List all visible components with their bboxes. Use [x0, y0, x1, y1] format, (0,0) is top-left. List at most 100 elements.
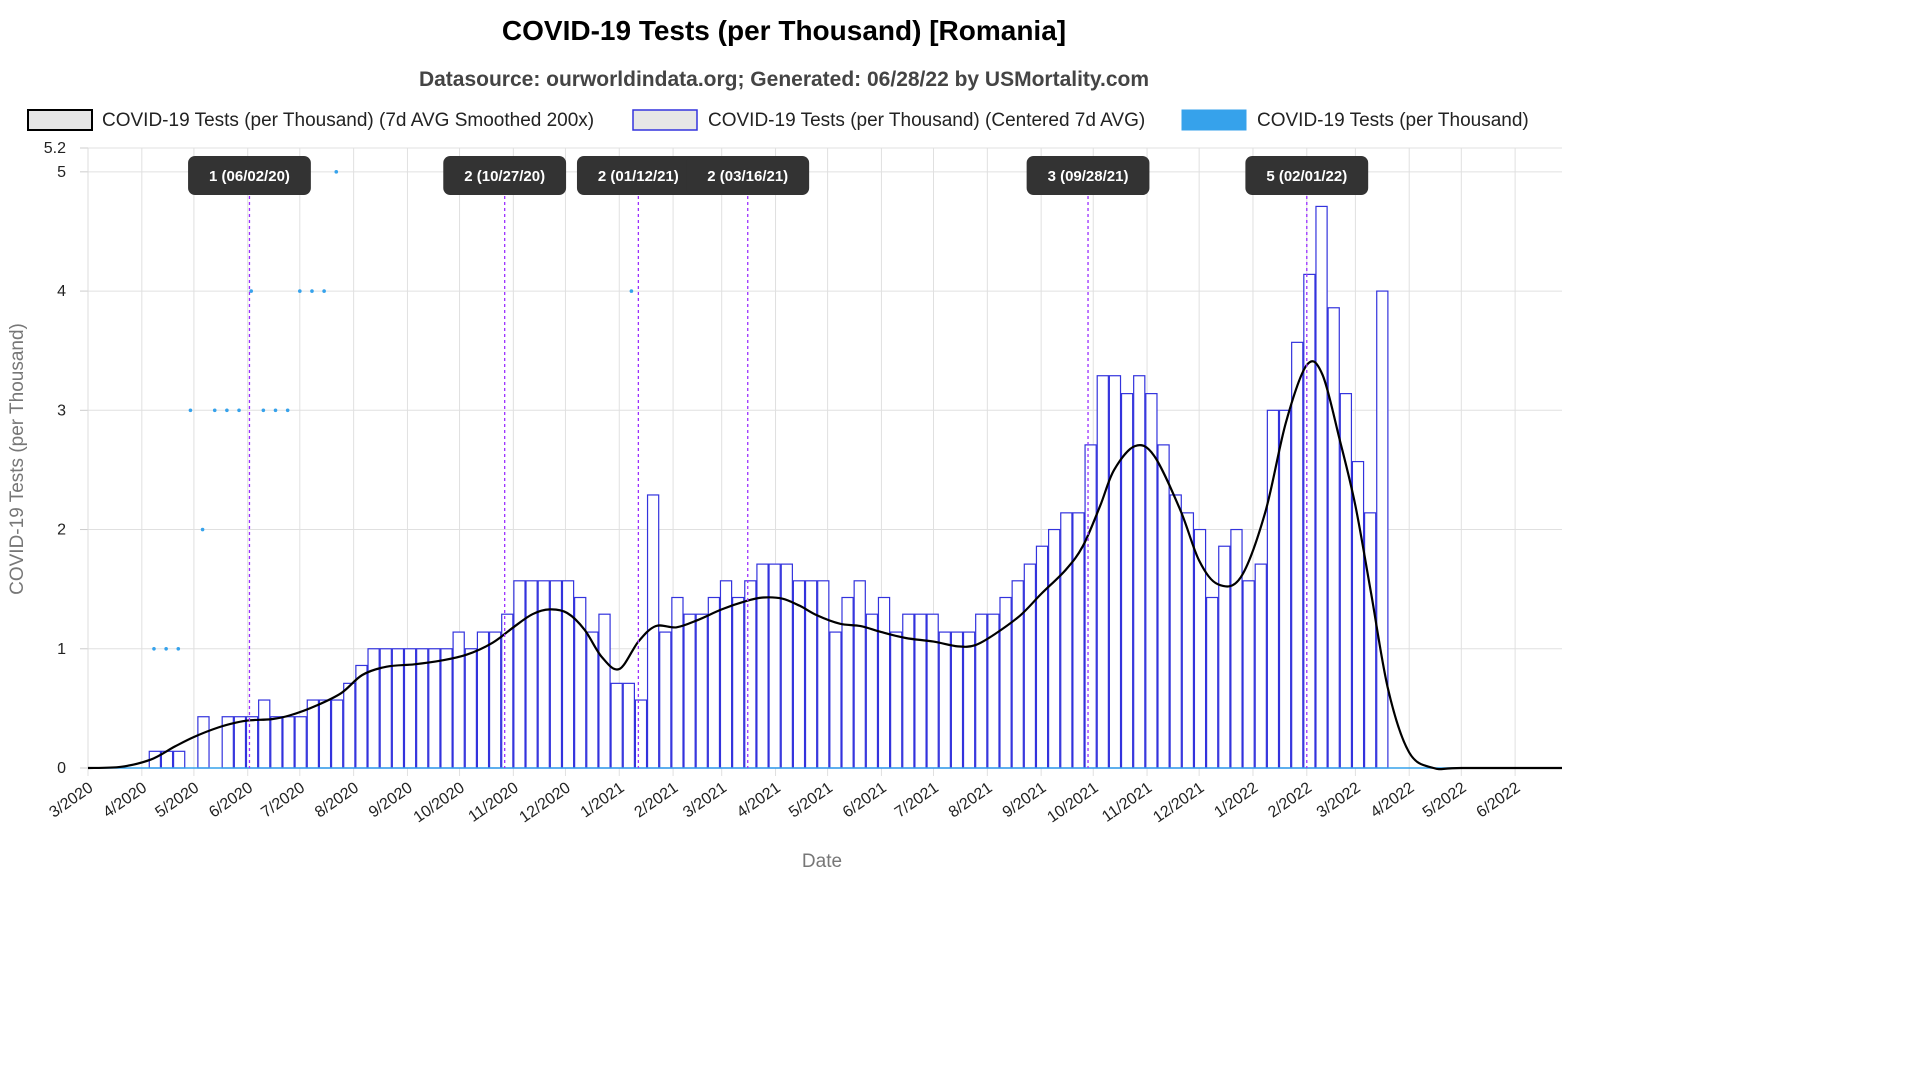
centered-avg-bar [1084, 444, 1097, 769]
centered-avg-bars [148, 205, 1389, 769]
centered-avg-bar [270, 716, 283, 769]
annotation-label: 5 (02/01/22) [1266, 168, 1347, 185]
centered-avg-bar [233, 716, 247, 769]
x-tick-label: 10/2021 [1044, 779, 1101, 826]
y-tick-label: 5.2 [44, 140, 66, 157]
legend-label-centered: COVID-19 Tests (per Thousand) (Centered … [708, 110, 1145, 131]
centered-avg-bar [416, 648, 429, 769]
centered-avg-bar [1181, 512, 1195, 769]
centered-avg-bar [792, 580, 806, 769]
centered-avg-bar [172, 750, 186, 769]
centered-avg-bar [695, 613, 708, 769]
annotations: 1 (06/02/20) 2 (10/27/20) 2 (01/12/21) 2 (0… [188, 156, 1369, 768]
centered-avg-bar [1011, 580, 1024, 769]
centered-avg-bar [440, 648, 453, 769]
legend-label-smoothed: COVID-19 Tests (per Thousand) (7d AVG Sm… [102, 110, 594, 131]
centered-avg-bar [707, 596, 721, 769]
raw-data-point [261, 408, 266, 413]
centered-avg-bar [1205, 596, 1219, 769]
raw-data-point [629, 289, 634, 293]
centered-avg-bar [1242, 580, 1255, 769]
x-tick-label: 9/2021 [1000, 779, 1050, 821]
raw-data-point [200, 527, 205, 532]
x-tick-label: 12/2021 [1150, 779, 1207, 826]
x-tick-label: 3/2020 [46, 779, 96, 821]
centered-avg-bar [1133, 375, 1146, 769]
centered-avg-bar [622, 682, 635, 769]
centered-avg-bar [817, 580, 830, 769]
x-tick-label: 8/2020 [312, 779, 362, 821]
centered-avg-bar [282, 716, 295, 769]
centered-avg-bar [962, 631, 976, 769]
annotation-label: 2 (10/27/20) [464, 168, 545, 185]
centered-avg-bar [1169, 494, 1182, 769]
legend-swatch-smoothed [27, 109, 93, 131]
centered-avg-bar [610, 682, 623, 769]
raw-data-point [249, 289, 253, 293]
x-tick-label: 7/2020 [258, 779, 308, 821]
centered-avg-bar [671, 596, 684, 769]
y-tick-label: 1 [57, 641, 66, 658]
centered-avg-bar [890, 631, 903, 769]
x-tick-label: 3/2021 [680, 779, 730, 821]
centered-avg-bar [744, 580, 757, 769]
x-tick-label: 6/2022 [1474, 779, 1524, 821]
centered-avg-bar [975, 613, 988, 769]
centered-avg-bar [938, 631, 951, 769]
centered-avg-bar [1023, 563, 1037, 769]
raw-data-point [225, 408, 229, 413]
centered-avg-bar [950, 631, 964, 769]
x-axis: 3/2020 4/2020 5/2020 6/2020 7/2020 8/2020 9/20… [46, 767, 1562, 826]
centered-avg-bar [1108, 375, 1122, 769]
centered-avg-bar [1047, 528, 1061, 769]
centered-avg-bar [1230, 528, 1243, 769]
raw-data-point [273, 408, 278, 413]
y-tick-label: 2 [57, 522, 66, 539]
centered-avg-bar [367, 648, 380, 769]
x-axis-title: Date [802, 851, 842, 872]
x-tick-label: 6/2020 [206, 779, 256, 821]
raw-data-point [298, 289, 302, 293]
centered-avg-bar [245, 716, 259, 769]
raw-data-point [237, 408, 241, 413]
legend-item-raw[interactable]: COVID-19 Tests (per Thousand) [1181, 109, 1529, 131]
centered-avg-bar [598, 613, 611, 769]
centered-avg-bar [501, 613, 514, 769]
x-tick-label: 7/2021 [892, 779, 942, 821]
centered-avg-bar [877, 596, 891, 769]
centered-avg-bar [1303, 273, 1316, 769]
y-axis: 0 1 2 3 4 5 5.2 [44, 140, 89, 777]
chart-subtitle: Datasource: ourworldindata.org; Generate… [419, 68, 1149, 91]
legend-item-centered[interactable]: COVID-19 Tests (per Thousand) (Centered … [632, 109, 1145, 131]
centered-avg-bar [343, 682, 356, 769]
x-tick-label: 9/2020 [366, 779, 416, 821]
legend-item-smoothed[interactable]: COVID-19 Tests (per Thousand) (7d AVG Sm… [27, 109, 594, 131]
x-tick-label: 4/2022 [1368, 779, 1418, 821]
smoothed-line-path [87, 360, 1562, 771]
annotation-box [188, 156, 311, 195]
centered-avg-bar [561, 580, 575, 769]
centered-avg-bar [318, 699, 332, 769]
legend: COVID-19 Tests (per Thousand) (7d AVG Sm… [27, 109, 1529, 131]
centered-avg-bar [1157, 444, 1170, 769]
annotation-box [686, 156, 810, 195]
chart-canvas: COVID-19 Tests (per Thousand) [Romania] … [7, 15, 1562, 872]
centered-avg-bar [1351, 460, 1365, 769]
centered-avg-bar [865, 613, 879, 769]
raw-data-point [322, 289, 326, 293]
legend-swatch-centered [632, 109, 698, 131]
centered-avg-bar [1291, 341, 1304, 769]
annotation-label: 2 (01/12/21) [598, 168, 679, 185]
annotation-label: 3 (09/28/21) [1048, 168, 1129, 185]
centered-avg-bar [1193, 528, 1207, 769]
x-tick-label: 1/2022 [1211, 779, 1261, 821]
centered-avg-bar [732, 596, 745, 769]
legend-swatch-raw [1181, 109, 1247, 131]
centered-avg-bar [488, 631, 502, 769]
raw-points [88, 170, 1562, 769]
centered-avg-bar [1315, 205, 1328, 769]
centered-avg-bar [306, 699, 320, 769]
centered-avg-bar [476, 631, 490, 769]
centered-avg-bar [1376, 290, 1389, 769]
y-tick-label: 4 [57, 283, 66, 300]
